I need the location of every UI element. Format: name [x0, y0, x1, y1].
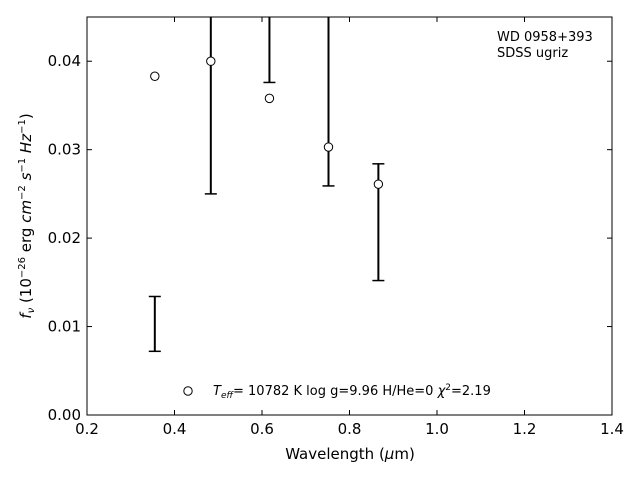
- x-tick-label: 0.4: [163, 420, 187, 438]
- x-tick-label: 0.8: [338, 420, 362, 438]
- fit-chi-symbol: χ: [437, 384, 447, 399]
- x-tick-label: 1.4: [600, 420, 624, 438]
- y-tick-label: 0.03: [48, 141, 81, 159]
- errorbar-group: [148, 17, 385, 353]
- y-tick-label: 0.00: [48, 406, 81, 424]
- fit-chi-value: =2.19: [451, 384, 491, 399]
- x-axis-label: Wavelength (μm): [285, 445, 415, 463]
- model-point: [264, 93, 275, 104]
- x-tick-label: 1.0: [425, 420, 449, 438]
- plot-layer: 0.2 0.4 0.6 0.8 1.0 1.2 1.4 0.00 0.01 0.02 0.03 0.0…: [48, 16, 624, 438]
- fit-teff-value: = 10782 K log g=9.96 H/He=0: [233, 384, 438, 399]
- legend-marker: [183, 386, 193, 396]
- fit-annotation: Teff= 10782 K log g=9.96 H/He=0 χ2=2.19: [213, 383, 491, 401]
- y-tick-label: 0.01: [48, 318, 81, 336]
- x-tick-label: 0.2: [75, 420, 99, 438]
- fit-chi-sup: 2: [445, 383, 451, 393]
- y-axis-label: fν (10−26 erg cm−2 s−1 Hz−1): [17, 113, 37, 318]
- survey-label: SDSS ugriz: [497, 46, 568, 61]
- x-tick-label: 0.6: [250, 420, 274, 438]
- plot-frame: [86, 16, 613, 416]
- model-point: [150, 71, 160, 81]
- y-tick-label: 0.02: [48, 229, 81, 247]
- model-point: [206, 56, 216, 66]
- fit-teff-sub: eff: [221, 391, 235, 401]
- x-tick-label: 1.2: [513, 420, 537, 438]
- fit-teff-symbol: T: [213, 384, 222, 399]
- y-tick-label: 0.04: [48, 52, 81, 70]
- model-point: [323, 142, 334, 152]
- model-point: [373, 179, 384, 189]
- object-label: WD 0958+393: [497, 30, 593, 45]
